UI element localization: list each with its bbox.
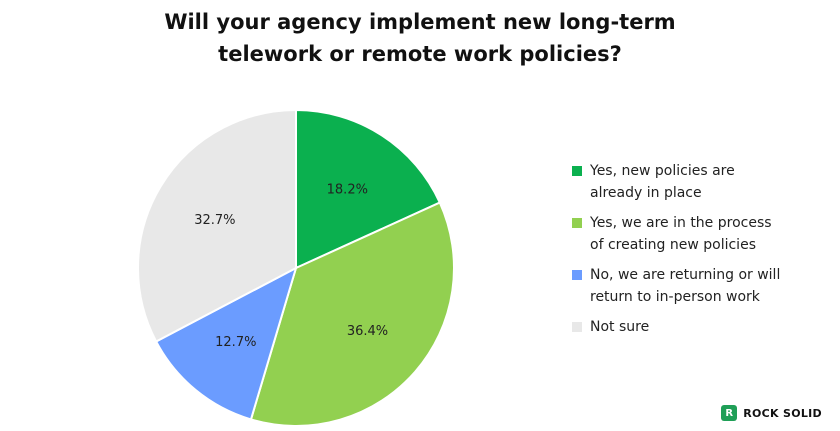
pie-value-label: 18.2% xyxy=(327,182,368,197)
legend-item-not-sure: Not sure xyxy=(572,316,834,338)
chart-title-line-1: Will your agency implement new long-term xyxy=(164,10,676,34)
pie-value-label: 36.4% xyxy=(347,324,388,339)
brand-logo: R ROCK SOLID xyxy=(721,405,822,421)
chart-title: Will your agency implement new long-term… xyxy=(0,6,840,70)
legend: Yes, new policies are already in place Y… xyxy=(572,160,834,346)
pie-slice-not-sure xyxy=(137,108,297,343)
legend-item-no-returning: No, we are returning or will return to i… xyxy=(572,264,834,308)
pie-slice-yes-in-place xyxy=(295,108,442,270)
legend-label-line: already in place xyxy=(590,185,702,201)
chart-title-line-2: telework or remote work policies? xyxy=(218,42,622,66)
pie-value-label: 12.7% xyxy=(215,335,256,350)
legend-label-line: return to in-person work xyxy=(590,289,760,305)
legend-label-line: of creating new policies xyxy=(590,237,756,253)
pie-slice-yes-in-process xyxy=(249,201,455,427)
legend-item-yes-in-process: Yes, we are in the process of creating n… xyxy=(572,212,834,256)
brand-mark-icon: R xyxy=(721,405,738,421)
legend-swatch xyxy=(572,322,582,332)
legend-label-line: Not sure xyxy=(590,319,650,335)
legend-swatch xyxy=(572,218,582,228)
legend-label-line: Yes, we are in the process xyxy=(590,215,772,231)
pie-slice-no-returning xyxy=(154,266,298,421)
pie-value-label: 32.7% xyxy=(194,213,235,228)
legend-label-line: No, we are returning or will xyxy=(590,267,781,283)
legend-label-line: Yes, new policies are xyxy=(590,163,735,179)
legend-swatch xyxy=(572,166,582,176)
legend-item-yes-in-place: Yes, new policies are already in place xyxy=(572,160,834,204)
brand-name: ROCK SOLID xyxy=(743,406,822,420)
legend-swatch xyxy=(572,270,582,280)
